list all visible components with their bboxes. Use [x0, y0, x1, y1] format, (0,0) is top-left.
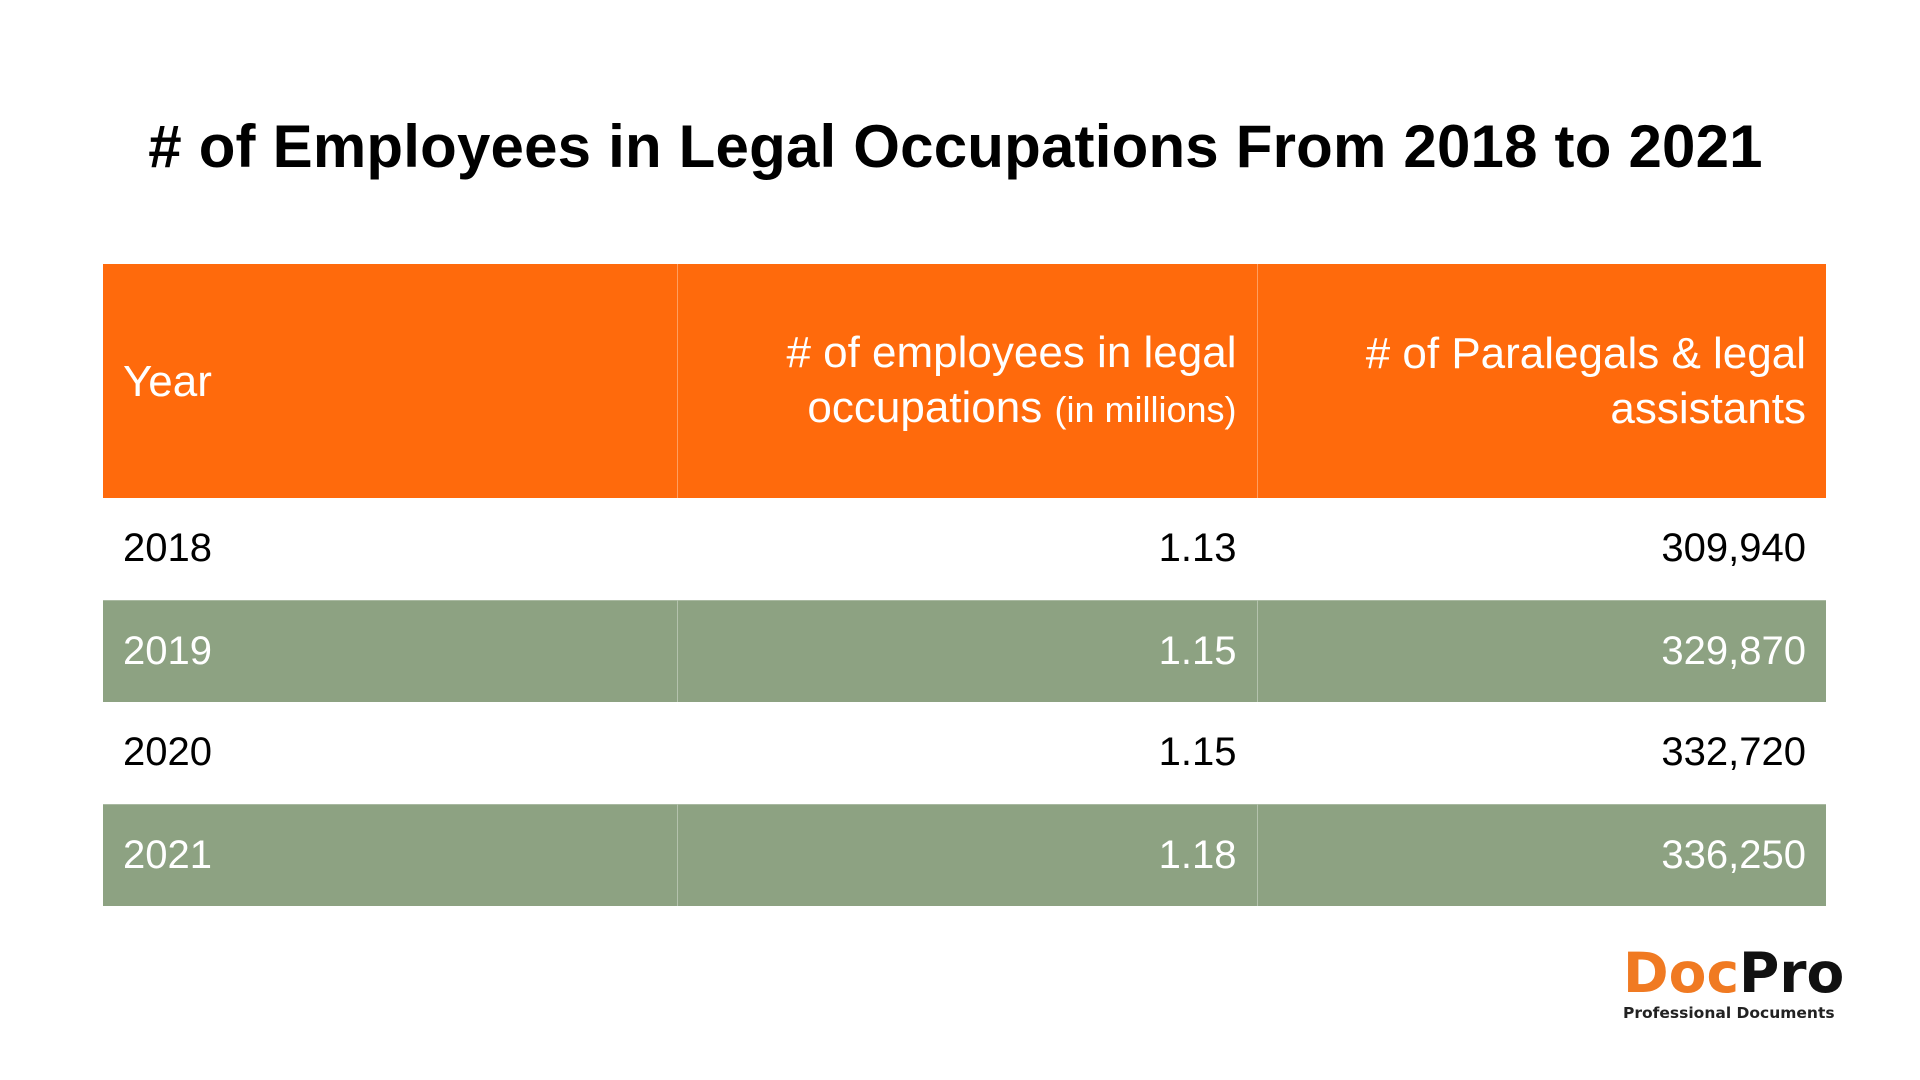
cell-year: 2019	[103, 599, 678, 702]
cell-employees: 1.18	[677, 803, 1258, 906]
cell-paralegals: 309,940	[1661, 526, 1806, 571]
table-row: 2018 1.13 309,940	[103, 498, 1826, 600]
cell-employees: 1.15	[677, 702, 1258, 804]
logo-tagline: Professional Documents	[1623, 1004, 1835, 1022]
docpro-logo: DocPro Professional Documents	[1623, 944, 1853, 1022]
cell-year: 2018	[103, 498, 678, 600]
header-paralegals: # of Paralegals & legal assistants	[1257, 264, 1826, 498]
header-paralegals-label: # of Paralegals & legal assistants	[1365, 329, 1806, 433]
cell-paralegals: 336,250	[1257, 803, 1826, 906]
cell-paralegals: 332,720	[1661, 730, 1806, 775]
header-year-label: Year	[123, 356, 212, 406]
table-header-row: Year # of employees in legal occupations…	[103, 264, 1826, 498]
cell-paralegals: 329,870	[1257, 599, 1826, 702]
page-title: # of Employees in Legal Occupations From…	[148, 113, 1763, 180]
cell-employees: 1.15	[677, 599, 1258, 702]
header-employees: # of employees in legal occupations (in …	[677, 264, 1258, 498]
logo-pro: Pro	[1739, 941, 1845, 1005]
employment-table: Year # of employees in legal occupations…	[103, 264, 1826, 906]
logo-wordmark: DocPro	[1623, 944, 1853, 1002]
header-employees-unit: (in millions)	[1054, 389, 1237, 430]
cell-year: 2021	[103, 803, 678, 906]
logo-doc: Doc	[1623, 941, 1740, 1005]
table-row: 2021 1.18 336,250	[103, 803, 1826, 906]
header-employees-label: # of employees in legal occupations	[786, 328, 1237, 432]
cell-year: 2020	[103, 702, 678, 804]
table-row: 2020 1.15 332,720	[103, 702, 1826, 804]
table-row: 2019 1.15 329,870	[103, 599, 1826, 702]
header-year: Year	[103, 264, 678, 498]
cell-employees: 1.13	[677, 498, 1258, 600]
